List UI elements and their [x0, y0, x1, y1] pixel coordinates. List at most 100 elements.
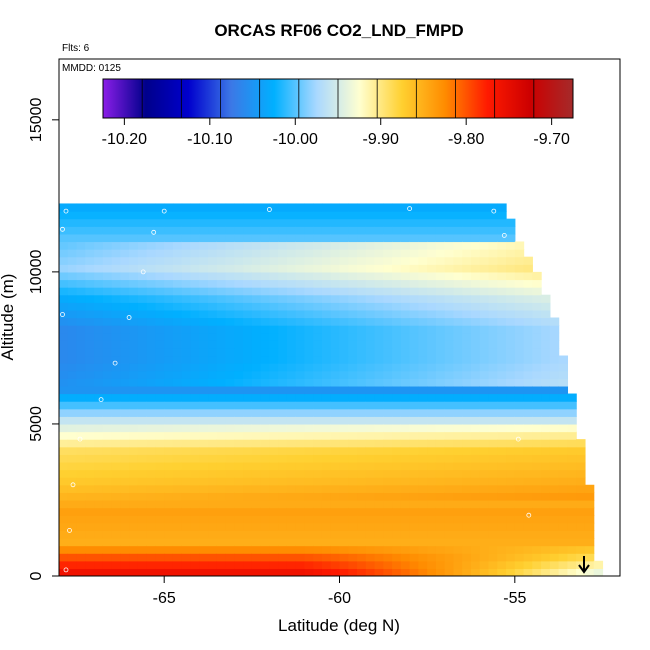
heatmap-cell [321, 522, 332, 531]
heatmap-cell [269, 401, 279, 410]
heatmap-cell [470, 454, 481, 463]
heatmap-cell [111, 423, 121, 433]
heatmap-cell [111, 325, 121, 334]
heatmap-cell [208, 241, 218, 250]
heatmap-cell [427, 363, 437, 372]
heatmap-cell [269, 294, 279, 303]
heatmap-cell [444, 325, 455, 334]
heatmap-cell [102, 332, 113, 341]
heatmap-cell [181, 492, 192, 501]
end-arrow-icon [578, 556, 590, 574]
heatmap-cell [172, 363, 183, 372]
heatmap-cell [444, 370, 455, 379]
heatmap-cell [497, 287, 507, 296]
heatmap-cell [409, 393, 419, 402]
heatmap-cell [190, 522, 200, 531]
heatmap-cell [208, 522, 218, 531]
heatmap-cell [374, 515, 384, 524]
heatmap-cell [190, 317, 200, 326]
heatmap-cell [120, 294, 130, 303]
heatmap-cell [357, 378, 367, 387]
heatmap-cell [497, 553, 507, 562]
heatmap-cell [243, 294, 253, 303]
heatmap-cell [146, 492, 157, 501]
heatmap-cell [330, 461, 341, 471]
heatmap-cell [76, 469, 86, 478]
heatmap-cell [120, 355, 130, 364]
heatmap-cell [146, 332, 157, 341]
heatmap-cell [146, 553, 157, 562]
heatmap-cell [181, 537, 192, 547]
heatmap-cell [427, 477, 437, 486]
heatmap-cell [304, 461, 314, 471]
heatmap-cell [339, 302, 349, 311]
heatmap-cell [216, 499, 227, 509]
heatmap-cell [497, 256, 507, 265]
heatmap-cell [558, 568, 569, 576]
heatmap-cell [94, 446, 104, 455]
heatmap-cell [137, 477, 148, 486]
heatmap-cell [251, 347, 262, 357]
heatmap-cell [102, 309, 113, 319]
heatmap-cell [225, 530, 235, 539]
heatmap-cell [348, 461, 358, 471]
heatmap-cell [120, 401, 130, 410]
heatmap-cell [243, 302, 253, 311]
heatmap-cell [225, 393, 235, 402]
heatmap-cell [558, 477, 569, 486]
heatmap-cell [365, 287, 376, 296]
heatmap-cell [190, 401, 200, 410]
heatmap-cell [120, 325, 130, 334]
heatmap-cell [102, 271, 113, 281]
heatmap-cell [67, 378, 78, 387]
heatmap-cell [409, 256, 419, 265]
heatmap-cell [435, 233, 446, 243]
heatmap-cell [137, 401, 148, 410]
heatmap-cell [357, 461, 367, 471]
heatmap-cell [470, 499, 481, 509]
heatmap-cell [497, 484, 507, 493]
heatmap-cell [129, 385, 139, 395]
heatmap-cell [400, 423, 411, 433]
heatmap-cell [225, 568, 235, 576]
heatmap-cell [374, 560, 384, 569]
heatmap-cell [444, 317, 455, 326]
heatmap-cell [313, 439, 323, 448]
heatmap-cell [111, 340, 121, 349]
heatmap-cell [374, 309, 384, 319]
heatmap-cell [146, 431, 157, 440]
x-tick-label: -55 [503, 590, 526, 607]
heatmap-cell [120, 264, 130, 273]
heatmap-cell [470, 279, 481, 288]
heatmap-cell [479, 287, 490, 296]
heatmap-cell [462, 545, 472, 554]
heatmap-cell [549, 317, 560, 326]
heatmap-cell [251, 378, 262, 387]
heatmap-cell [208, 416, 218, 425]
heatmap-cell [120, 332, 130, 341]
heatmap-cell [321, 279, 332, 288]
heatmap-cell [94, 279, 104, 288]
heatmap-cell [278, 332, 288, 341]
heatmap-cell [260, 492, 270, 501]
heatmap-cell [418, 256, 428, 265]
heatmap-cell [295, 568, 306, 576]
heatmap-cell [234, 545, 244, 554]
heatmap-cell [137, 522, 148, 531]
heatmap-cell [374, 553, 384, 562]
heatmap-cell [102, 279, 113, 288]
heatmap-cell [374, 537, 384, 547]
heatmap-cell [339, 522, 349, 531]
heatmap-cell [260, 378, 270, 387]
heatmap-cell [392, 416, 402, 425]
heatmap-cell [497, 477, 507, 486]
heatmap-cell [514, 545, 525, 554]
heatmap-cell [199, 340, 209, 349]
heatmap-cell [120, 256, 130, 265]
heatmap-cell [470, 545, 481, 554]
heatmap-cell [295, 431, 306, 440]
heatmap-cell [470, 385, 481, 395]
heatmap-cell [330, 211, 341, 220]
heatmap-cell [199, 302, 209, 311]
heatmap-cell [94, 378, 104, 387]
